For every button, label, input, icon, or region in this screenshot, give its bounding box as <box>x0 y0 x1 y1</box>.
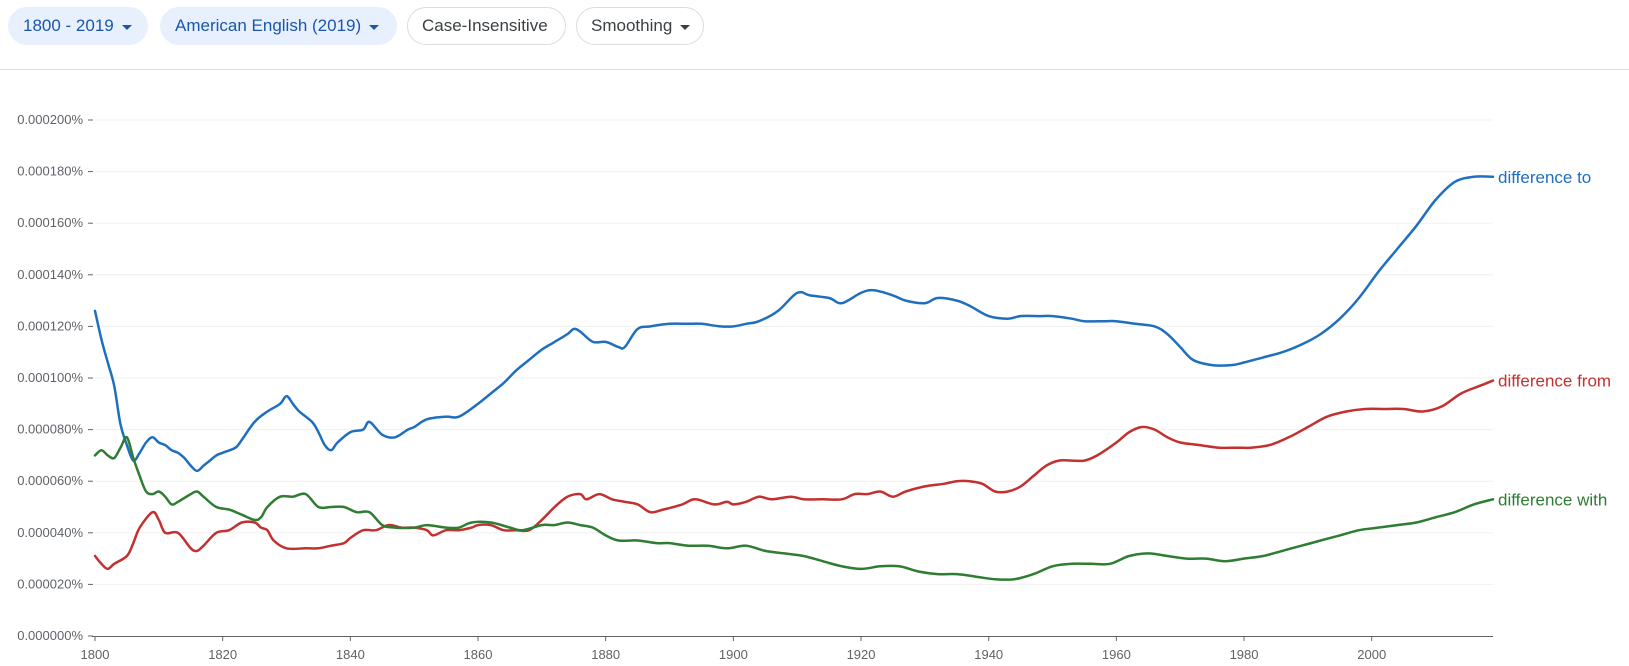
y-tick-label: 0.000180% <box>17 164 83 179</box>
series-label-difference-with: difference with <box>1498 490 1607 509</box>
x-tick-label: 1840 <box>336 647 365 662</box>
series-labels: difference to difference from difference w… <box>1498 168 1611 510</box>
caret-down-icon <box>369 24 380 30</box>
y-tick-label: 0.000100% <box>17 370 83 385</box>
axes: 0.000000% 0.000020% 0.000040% 0.000060% 0.00… <box>17 112 1493 662</box>
y-tick-label: 0.000000% <box>17 628 83 643</box>
case-insensitive-label: Case-Insensitive <box>422 16 548 35</box>
series-line-difference-with <box>93 435 1495 581</box>
x-tick-label: 1900 <box>719 647 748 662</box>
x-tick-label: 1880 <box>591 647 620 662</box>
y-tick-label: 0.000040% <box>17 525 83 540</box>
year-range-dropdown[interactable]: 1800 - 2019 <box>8 7 148 45</box>
corpus-dropdown[interactable]: American English (2019) <box>160 7 397 45</box>
series-label-difference-from: difference from <box>1498 372 1611 391</box>
smoothing-label: Smoothing <box>591 16 673 35</box>
series-lines <box>93 175 1495 581</box>
x-tick-label: 1860 <box>464 647 493 662</box>
ngram-chart: 0.000000% 0.000020% 0.000040% 0.000060% 0.00… <box>17 112 1611 662</box>
series-line-difference-to <box>93 175 1495 473</box>
y-tick-label: 0.000020% <box>17 576 83 591</box>
gridlines <box>95 119 1493 585</box>
y-tick-label: 0.000160% <box>17 215 83 230</box>
x-tick-label: 1960 <box>1102 647 1131 662</box>
x-tick-label: 1940 <box>974 647 1003 662</box>
y-tick-label: 0.000080% <box>17 422 83 437</box>
series-label-difference-to: difference to <box>1498 168 1591 187</box>
y-tick-label: 0.000200% <box>17 112 83 127</box>
x-tick-label: 1820 <box>208 647 237 662</box>
y-tick-label: 0.000120% <box>17 318 83 333</box>
y-tick-label: 0.000140% <box>17 267 83 282</box>
x-tick-label: 1920 <box>847 647 876 662</box>
corpus-label: American English (2019) <box>175 16 362 35</box>
y-tick-label: 0.000060% <box>17 473 83 488</box>
x-tick-label: 1980 <box>1230 647 1259 662</box>
year-range-label: 1800 - 2019 <box>23 16 114 35</box>
case-insensitive-toggle[interactable]: Case-Insensitive <box>407 7 566 45</box>
smoothing-dropdown[interactable]: Smoothing <box>576 7 704 45</box>
series-line-difference-from <box>93 379 1495 571</box>
toolbar: 1800 - 2019 American English (2019) Case… <box>0 0 1629 70</box>
x-tick-label: 1800 <box>81 647 110 662</box>
caret-down-icon <box>121 24 132 30</box>
x-tick-label: 2000 <box>1357 647 1386 662</box>
caret-down-icon <box>680 24 691 30</box>
